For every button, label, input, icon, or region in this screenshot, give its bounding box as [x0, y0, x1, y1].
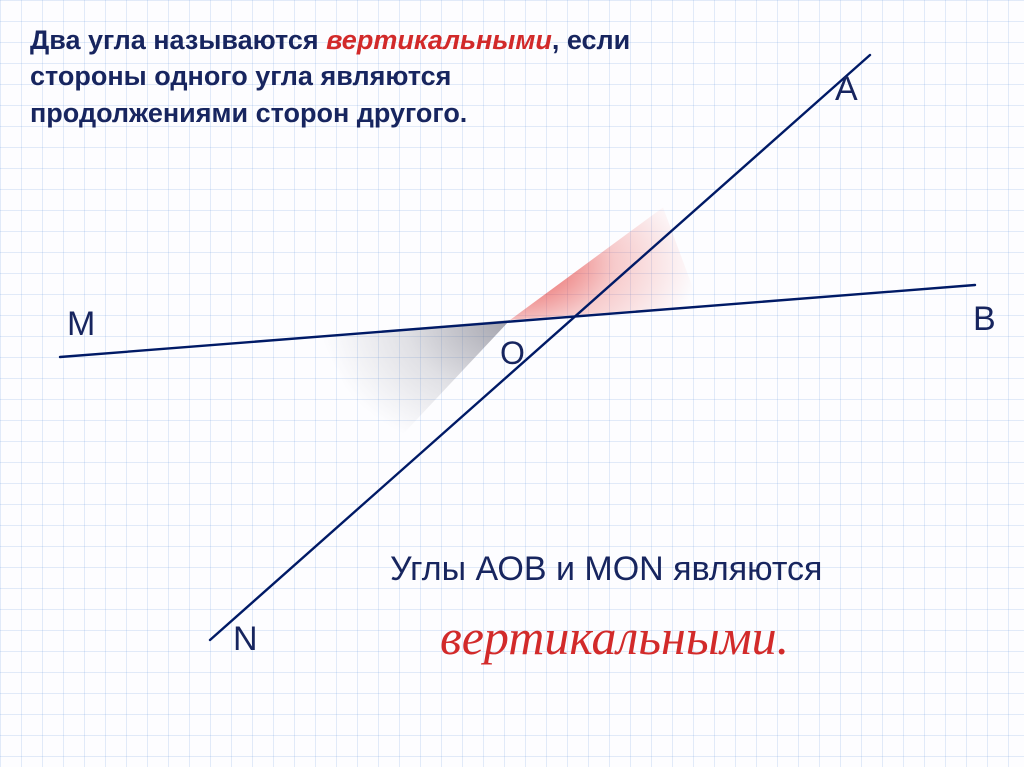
conclusion-line2: вертикальными.: [440, 608, 789, 666]
label-A: A: [835, 70, 858, 109]
definition-part1: Два угла называются: [30, 25, 326, 55]
label-B: B: [973, 300, 996, 339]
definition-text: Два угла называются вертикальными, если …: [30, 22, 670, 131]
label-N: N: [233, 620, 258, 659]
definition-highlight: вертикальными: [326, 25, 552, 55]
label-O: O: [500, 335, 525, 372]
conclusion-line1: Углы АОВ и МОN являются: [390, 550, 822, 589]
label-M: M: [67, 305, 95, 344]
